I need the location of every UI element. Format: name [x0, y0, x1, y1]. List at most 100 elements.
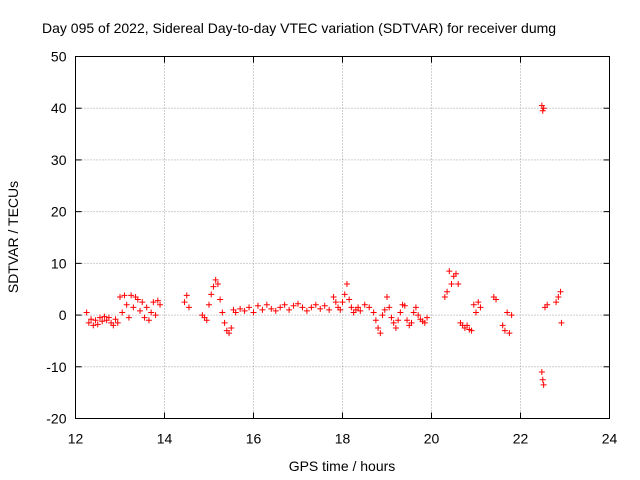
data-point — [506, 330, 513, 337]
data-point — [446, 268, 453, 275]
data-point — [346, 296, 353, 303]
data-point — [558, 319, 565, 326]
data-point — [272, 307, 279, 314]
y-tick-label: 0 — [59, 307, 67, 323]
data-point — [312, 301, 319, 308]
data-point — [444, 288, 451, 295]
data-point — [386, 304, 393, 311]
data-point — [94, 321, 101, 328]
data-point — [259, 306, 266, 313]
data-point — [424, 314, 431, 321]
data-point — [508, 312, 515, 319]
data-point — [415, 312, 422, 319]
x-tick-label: 24 — [602, 431, 618, 447]
data-point — [121, 292, 128, 299]
data-point — [408, 319, 415, 326]
data-point — [326, 306, 333, 313]
data-point — [412, 304, 419, 311]
chart-title: Day 095 of 2022, Sidereal Day-to-day VTE… — [42, 20, 556, 36]
data-point — [452, 270, 459, 277]
data-point — [219, 309, 226, 316]
data-point — [277, 304, 284, 311]
data-point — [390, 319, 397, 326]
data-point — [540, 381, 547, 388]
data-point — [473, 309, 479, 316]
data-point — [88, 316, 95, 323]
data-point — [183, 292, 190, 299]
data-point — [105, 314, 112, 321]
data-point — [214, 281, 221, 288]
data-point — [232, 309, 239, 316]
data-point — [112, 316, 119, 323]
data-point — [544, 301, 551, 308]
data-point — [148, 309, 155, 316]
data-point — [208, 291, 215, 298]
data-point — [141, 314, 148, 321]
data-point — [404, 317, 411, 324]
data-point — [228, 325, 235, 331]
data-point — [377, 330, 384, 337]
data-points — [83, 102, 565, 388]
data-point — [157, 301, 164, 308]
data-point — [337, 306, 344, 313]
data-point — [372, 317, 379, 324]
data-point — [90, 322, 97, 329]
data-point — [555, 293, 562, 300]
data-point — [125, 314, 132, 321]
data-point — [263, 301, 270, 308]
data-point — [401, 302, 408, 309]
data-point — [83, 309, 90, 316]
data-point — [504, 309, 511, 316]
data-point — [303, 307, 310, 314]
data-point — [341, 291, 348, 298]
y-tick-label: 50 — [51, 49, 67, 65]
data-point — [128, 292, 135, 299]
data-point — [152, 312, 159, 319]
data-point — [330, 293, 337, 300]
data-point — [143, 304, 150, 311]
data-point — [212, 276, 219, 283]
data-point — [123, 301, 130, 308]
data-point — [475, 299, 482, 306]
data-point — [343, 281, 350, 288]
x-tick-label: 20 — [424, 431, 440, 447]
data-point — [237, 305, 244, 312]
data-point — [246, 304, 253, 311]
data-point — [361, 301, 368, 308]
plot-frame — [75, 56, 610, 419]
data-point — [241, 307, 248, 314]
data-point — [221, 319, 228, 326]
x-tick-label: 18 — [335, 431, 351, 447]
data-point — [286, 306, 293, 313]
data-point — [384, 293, 390, 300]
data-point — [154, 297, 161, 304]
data-point — [421, 319, 428, 326]
data-point — [355, 304, 362, 311]
data-point — [539, 107, 546, 114]
data-point — [332, 299, 339, 306]
data-point — [185, 304, 192, 311]
data-point — [540, 105, 547, 112]
data-point — [395, 317, 402, 324]
data-point — [92, 317, 99, 324]
data-point — [468, 327, 475, 334]
data-point — [203, 317, 210, 324]
data-point — [290, 302, 297, 309]
data-point — [470, 301, 477, 308]
data-point — [139, 299, 146, 306]
data-point — [85, 319, 92, 326]
data-point — [145, 317, 152, 324]
data-point — [181, 299, 188, 306]
data-point — [366, 304, 373, 311]
data-point — [477, 304, 484, 311]
x-tick-label: 14 — [157, 431, 173, 447]
x-tick-label: 22 — [513, 431, 529, 447]
data-point — [357, 307, 364, 314]
data-point — [101, 313, 108, 320]
data-point — [410, 309, 417, 316]
data-point — [375, 325, 382, 331]
grid-layer — [75, 56, 610, 419]
y-tick-label: 10 — [51, 255, 67, 271]
